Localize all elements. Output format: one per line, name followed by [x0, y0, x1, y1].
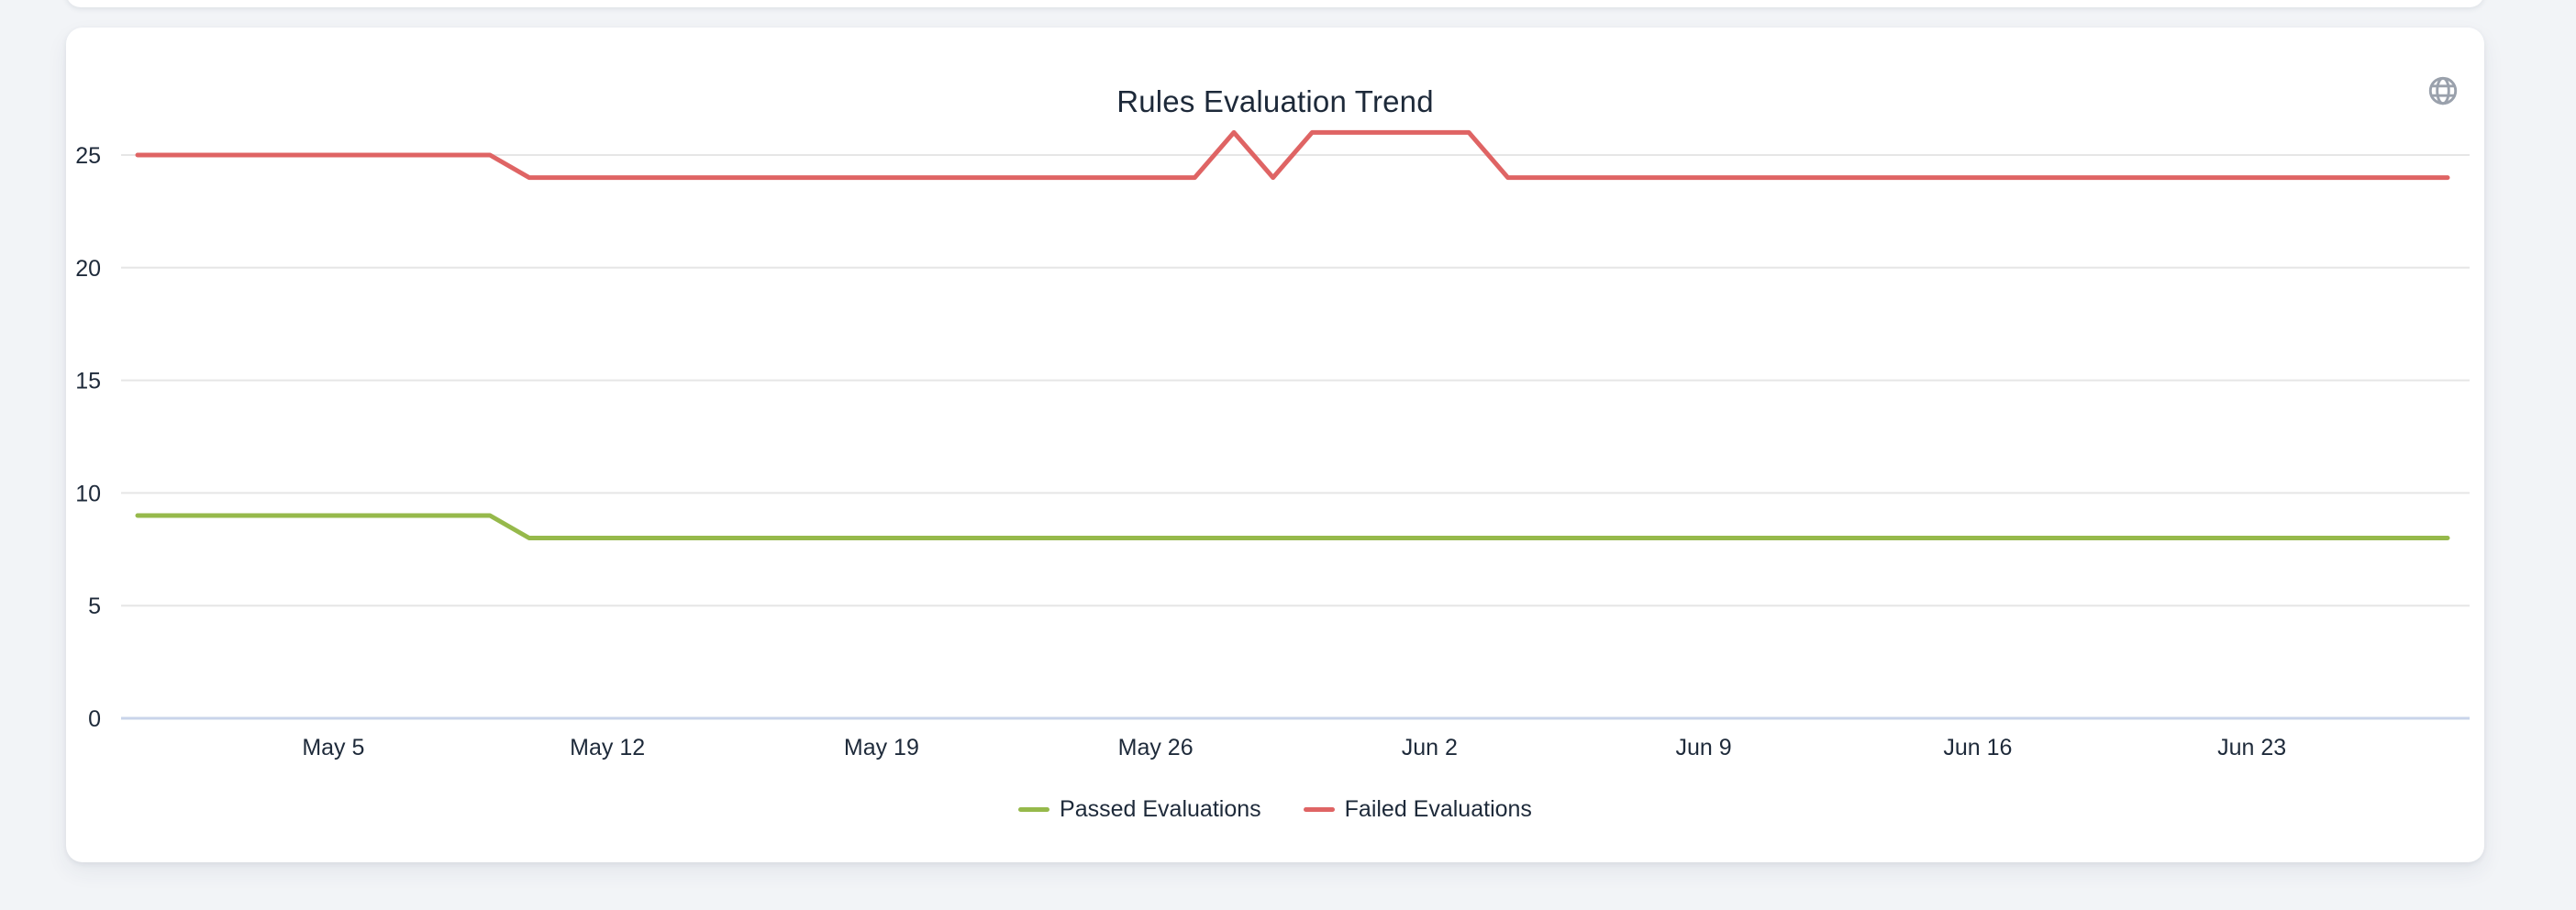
y-tick-label: 15 — [75, 369, 101, 394]
legend-label-passed: Passed Evaluations — [1060, 796, 1261, 822]
legend-swatch-failed — [1303, 807, 1335, 812]
globe-icon[interactable] — [2426, 74, 2459, 107]
x-tick-label: May 12 — [570, 735, 645, 760]
trend-chart: 0 5 10 15 20 25 May 5 May 12 May 19 May 26 Jun 2 Ju… — [75, 129, 2470, 760]
legend-item-passed-evaluations[interactable]: Passed Evaluations — [1018, 796, 1261, 823]
y-tick-label: 5 — [88, 594, 101, 619]
x-tick-label: May 26 — [1118, 735, 1194, 760]
x-tick-label: May 5 — [302, 735, 364, 760]
chart-legend: Passed Evaluations Failed Evaluations — [66, 796, 2484, 823]
chart-title: Rules Evaluation Trend — [1116, 84, 1434, 118]
legend-label-failed: Failed Evaluations — [1344, 796, 1532, 822]
x-tick-label: Jun 9 — [1676, 735, 1732, 760]
x-tick-label: May 19 — [844, 735, 919, 760]
series-line-failed-evaluations — [135, 129, 2450, 181]
y-tick-label: 0 — [88, 706, 101, 732]
legend-swatch-passed — [1018, 807, 1050, 812]
y-tick-label: 10 — [75, 481, 101, 506]
x-tick-label: Jun 2 — [1402, 735, 1458, 760]
x-tick-label: Jun 23 — [2217, 735, 2286, 760]
x-tick-label: Jun 16 — [1943, 735, 2012, 760]
rules-evaluation-trend-card: Rules Evaluation Trend 0 5 10 15 20 25 May 5 Ma… — [66, 28, 2484, 862]
previous-card-bottom-edge — [66, 0, 2484, 7]
y-tick-label: 20 — [75, 256, 101, 282]
series-line-passed-evaluations — [135, 513, 2450, 540]
y-tick-label: 25 — [75, 143, 101, 169]
legend-item-failed-evaluations[interactable]: Failed Evaluations — [1303, 796, 1532, 823]
